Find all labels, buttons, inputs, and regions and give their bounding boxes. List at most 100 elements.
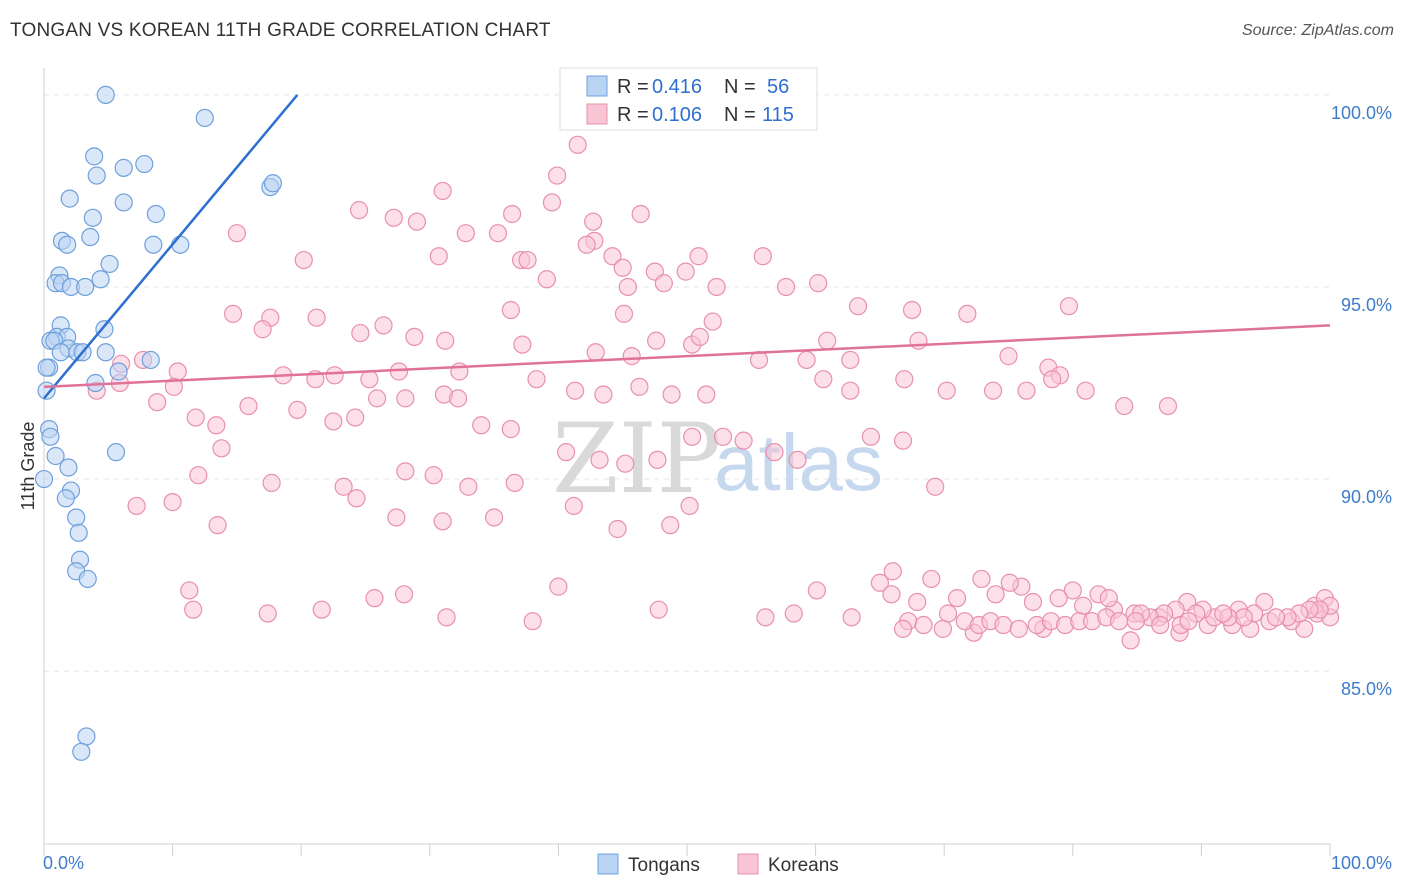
point-koreans-168 (947, 589, 967, 608)
point-koreans-130 (661, 516, 680, 535)
point-koreans-45 (405, 327, 424, 347)
point-koreans-26 (654, 274, 673, 293)
point-koreans-88 (164, 377, 183, 396)
point-koreans-95 (367, 389, 387, 408)
point-koreans-78 (937, 381, 956, 400)
point-koreans-22 (613, 258, 632, 277)
y-tick-labels: 100.0% 95.0% 90.0% 85.0% (1331, 103, 1392, 699)
point-koreans-123 (208, 516, 227, 535)
y-tick-label-2: 90.0% (1341, 487, 1392, 507)
point-tongans-50 (78, 569, 97, 589)
point-koreans-76 (841, 381, 860, 400)
y-axis-title: 11th Grade (18, 422, 38, 511)
legend-n-label-tongans: N = (724, 76, 756, 98)
point-koreans-12 (227, 224, 246, 243)
point-koreans-0 (568, 135, 587, 154)
point-koreans-102 (590, 450, 609, 469)
legend-r-label-tongans: R = (617, 76, 649, 98)
point-koreans-112 (262, 473, 281, 492)
point-koreans-167 (922, 569, 941, 589)
point-koreans-119 (893, 431, 913, 450)
point-koreans-132 (180, 581, 199, 600)
point-koreans-140 (549, 577, 568, 596)
point-koreans-27 (618, 277, 637, 297)
point-tongans-15 (144, 235, 163, 254)
point-tongans-34 (141, 350, 160, 370)
point-koreans-38 (818, 331, 837, 350)
point-koreans-99 (472, 416, 491, 435)
point-koreans-142 (756, 608, 775, 627)
legend-n-label-koreans: N = (724, 104, 756, 126)
point-tongans-16 (171, 235, 190, 254)
point-koreans-21 (753, 247, 772, 266)
legend-r-label-koreans: R = (617, 104, 649, 126)
point-tongans-3 (135, 154, 154, 174)
y-tick-label-3: 85.0% (1341, 679, 1392, 699)
point-koreans-109 (788, 450, 807, 469)
point-koreans-25 (537, 270, 556, 289)
point-koreans-103 (616, 454, 635, 473)
correlation-legend: R = 0.416 N = 56 R = 0.106 N = 115 (559, 67, 818, 131)
point-koreans-72 (630, 377, 649, 396)
point-koreans-9 (584, 212, 603, 231)
point-koreans-46 (436, 331, 455, 350)
point-koreans-104 (648, 450, 667, 469)
point-koreans-215 (1109, 612, 1129, 631)
legend-r-value-koreans: 0.106 (652, 104, 702, 126)
point-koreans-71 (594, 385, 613, 404)
point-koreans-7 (384, 208, 403, 227)
point-tongans-1 (195, 108, 214, 128)
point-koreans-110 (189, 466, 208, 485)
point-koreans-30 (809, 274, 828, 293)
point-koreans-57 (999, 347, 1018, 366)
point-tongans-43 (59, 458, 78, 477)
point-tongans-8 (60, 189, 79, 208)
point-koreans-135 (312, 600, 331, 619)
point-koreans-128 (564, 496, 583, 516)
point-koreans-143 (784, 604, 803, 623)
point-koreans-4 (349, 201, 369, 220)
point-koreans-108 (765, 443, 784, 462)
legend-swatch-tongans (586, 75, 608, 97)
point-koreans-122 (163, 492, 182, 512)
point-koreans-73 (662, 385, 681, 404)
point-koreans-202 (914, 615, 933, 635)
trend-line-koreans (43, 324, 1331, 389)
point-koreans-165 (883, 562, 902, 581)
point-koreans-208 (1009, 619, 1028, 638)
point-koreans-52 (690, 327, 709, 347)
source-label: Source: ZipAtlas.com (1241, 22, 1394, 39)
point-koreans-200 (882, 585, 901, 604)
point-koreans-151 (1121, 631, 1140, 650)
bottom-legend-swatch-tongans (597, 853, 619, 875)
point-tongans-5 (87, 166, 106, 185)
legend-swatch-koreans (586, 103, 608, 125)
point-koreans-137 (394, 585, 414, 604)
point-koreans-49 (622, 347, 641, 366)
point-koreans-8 (407, 212, 427, 231)
point-koreans-83 (1115, 396, 1134, 416)
point-tongans-4 (114, 158, 133, 177)
point-koreans-10 (456, 224, 475, 243)
point-koreans-24 (676, 262, 695, 281)
point-koreans-180 (1255, 592, 1274, 612)
point-koreans-107 (734, 431, 753, 450)
point-koreans-139 (523, 612, 542, 631)
point-koreans-2 (433, 181, 452, 201)
point-koreans-92 (288, 400, 307, 420)
point-koreans-111 (212, 439, 231, 458)
point-koreans-94 (346, 408, 365, 427)
point-koreans-54 (797, 350, 816, 370)
point-tongans-11 (83, 208, 102, 227)
bottom-legend-label-koreans: Koreans (768, 855, 839, 876)
point-koreans-89 (186, 408, 205, 427)
point-koreans-11 (488, 224, 508, 243)
point-tongans-31 (51, 343, 70, 362)
point-koreans-90 (207, 416, 226, 435)
point-koreans-47 (513, 335, 532, 354)
point-tongans-10 (146, 204, 165, 224)
point-koreans-96 (396, 389, 415, 408)
point-koreans-80 (1017, 381, 1036, 400)
point-tongans-12 (81, 227, 100, 247)
point-koreans-173 (1073, 596, 1093, 615)
